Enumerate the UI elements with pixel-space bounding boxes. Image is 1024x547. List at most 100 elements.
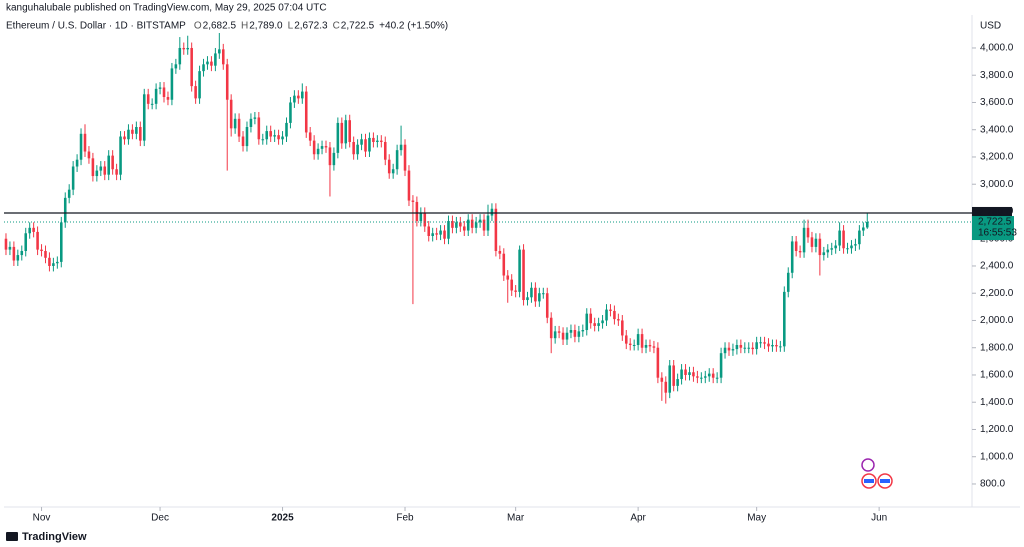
candle-body <box>862 227 865 231</box>
y-tick-label: 2,000.0 <box>980 315 1014 326</box>
last-price-box <box>972 216 1014 241</box>
candle-body <box>510 279 513 291</box>
candle-body <box>20 250 24 256</box>
y-tick-label: 3,200.0 <box>980 152 1014 163</box>
candle-body <box>735 344 739 350</box>
candle-body <box>660 377 664 382</box>
candle-body <box>763 342 766 344</box>
candle-body <box>664 381 668 393</box>
candle-body <box>530 287 533 298</box>
candle-body <box>182 47 186 50</box>
y-tick-label: 2,200.0 <box>980 288 1014 299</box>
candle-body <box>767 343 770 347</box>
candle-body <box>348 120 351 142</box>
candle-body <box>526 297 529 301</box>
candle-body <box>624 335 628 344</box>
candle-body <box>245 126 249 147</box>
candle-body <box>561 332 565 340</box>
candle-body <box>87 151 91 159</box>
candle-body <box>518 249 521 292</box>
candle-body <box>91 158 95 177</box>
candle-body <box>858 230 861 245</box>
x-tick-label: May <box>747 513 766 524</box>
candle-body <box>360 139 363 145</box>
candle-body <box>60 222 63 262</box>
candle-body <box>44 250 47 258</box>
candle-body <box>553 331 557 339</box>
candle-body <box>261 139 265 141</box>
legend-key: C <box>333 21 340 32</box>
currency-label: USD <box>980 21 1001 32</box>
candle-body <box>95 170 99 177</box>
candle-body <box>368 137 371 152</box>
candle-body <box>265 131 269 140</box>
candle-body <box>304 91 308 133</box>
y-tick-label: 4,000.0 <box>980 43 1014 54</box>
candle-body <box>593 323 596 326</box>
candle-body <box>48 257 51 266</box>
y-tick-label: 1,600.0 <box>980 370 1014 381</box>
candle-body <box>668 365 672 393</box>
candle-body <box>312 140 316 155</box>
candle-body <box>613 310 616 320</box>
candle-body <box>83 133 87 152</box>
candle-body <box>478 219 482 223</box>
candle-body <box>474 222 478 228</box>
candle-body <box>407 170 411 201</box>
candle-body <box>443 230 446 239</box>
candle-body <box>289 102 292 123</box>
candle-body <box>99 166 103 171</box>
x-tick-label: Apr <box>630 513 646 524</box>
candle-body <box>24 233 28 251</box>
candle-body <box>549 317 553 339</box>
candle-body <box>798 250 802 253</box>
candle-body <box>8 246 12 250</box>
candle-body <box>810 237 814 247</box>
candle-body <box>688 372 691 375</box>
candle-body <box>71 166 75 190</box>
header: kanguhalubale published on TradingView.c… <box>6 3 327 14</box>
candle-body <box>119 136 122 175</box>
candle-body <box>652 346 656 348</box>
x-tick-label: Mar <box>507 513 525 524</box>
candle-body <box>403 144 407 171</box>
candle-body <box>739 344 743 348</box>
candle-body <box>466 219 470 231</box>
candle-body <box>605 309 608 321</box>
candle-body <box>12 246 16 261</box>
candle-body <box>786 272 790 292</box>
candle-body <box>139 126 142 141</box>
candle-body <box>502 253 506 276</box>
candle-body <box>783 291 786 347</box>
candle-body <box>210 61 213 66</box>
candle-body <box>391 169 395 174</box>
candle-body <box>399 144 403 151</box>
y-tick-label: 3,800.0 <box>980 70 1014 81</box>
candle-body <box>470 219 474 228</box>
candle-body <box>830 248 834 250</box>
y-tick-label: 3,600.0 <box>980 97 1014 108</box>
candle-body <box>162 87 166 98</box>
candle-body <box>372 137 375 142</box>
candle-body <box>707 373 711 377</box>
candle-body <box>565 332 569 340</box>
candle-body <box>589 313 592 324</box>
candle-body <box>711 373 715 378</box>
candle-body <box>253 117 257 119</box>
legend-title: Ethereum / U.S. Dollar · 1D · BITSTAMP <box>6 21 186 32</box>
candle-body <box>229 99 233 129</box>
legend-key: L <box>288 21 294 32</box>
candle-body <box>135 126 138 134</box>
candle-body <box>123 136 126 140</box>
candle-body <box>257 117 261 140</box>
x-tick-label: Jun <box>871 513 887 524</box>
candle-body <box>285 122 288 137</box>
candle-body <box>40 249 43 251</box>
legend-key: H <box>241 21 248 32</box>
candle-body <box>672 365 675 386</box>
y-tick-label: 1,400.0 <box>980 397 1014 408</box>
candle-body <box>241 136 245 147</box>
candle-body <box>190 47 193 87</box>
candle-body <box>696 376 699 378</box>
candle-body <box>534 287 537 302</box>
